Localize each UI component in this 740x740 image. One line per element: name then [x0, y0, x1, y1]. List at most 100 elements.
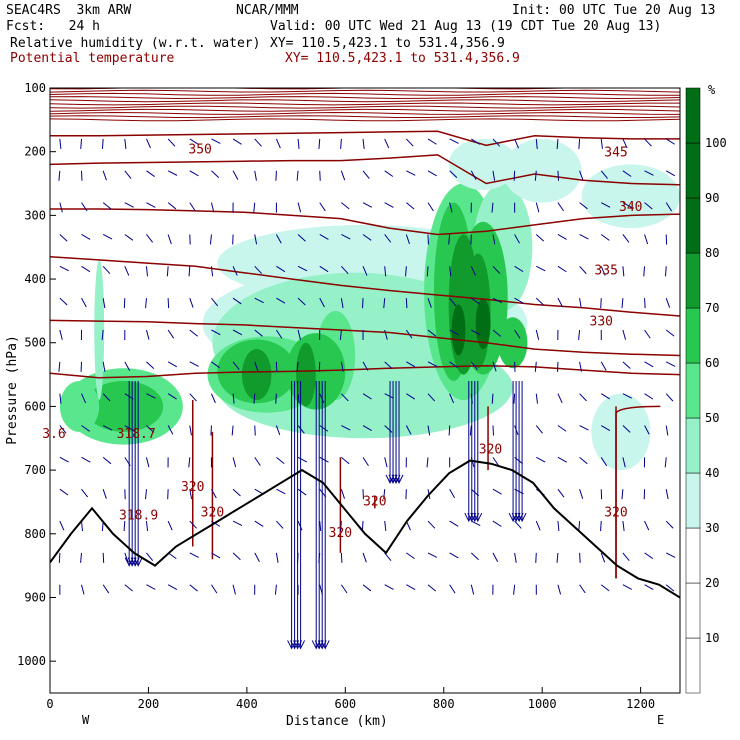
humidity-blob: [84, 380, 164, 432]
wind-arrow: [405, 425, 412, 435]
wind-arrow: [644, 234, 649, 245]
wind-arrow: [101, 138, 104, 149]
colorbar-segment: [685, 527, 701, 584]
wind-arrow: [600, 298, 602, 309]
wind-arrow: [340, 521, 342, 532]
wind-arrow: [427, 329, 437, 337]
wind-arrow: [644, 329, 651, 339]
wind-arrow: [362, 234, 372, 241]
wind-arrow: [492, 488, 502, 495]
wind-arrow: [536, 265, 546, 272]
wind-arrow: [644, 425, 650, 435]
wind-arrow: [514, 234, 520, 244]
wind-arrow: [427, 202, 434, 212]
y-axis-title: Pressure (hPa): [5, 335, 20, 445]
wind-arrow: [362, 552, 367, 563]
wind-arrow: [232, 266, 238, 276]
wind-arrow: [665, 361, 676, 367]
wind-arrow: [449, 361, 459, 369]
theta-label: 320: [604, 506, 627, 521]
wind-arrow: [492, 457, 500, 466]
wind-arrow: [81, 202, 88, 212]
y-tick-label: 500: [24, 336, 46, 350]
theta-line: [50, 92, 680, 96]
wind-arrow: [341, 425, 351, 431]
wind-arrowhead: [473, 512, 483, 523]
wind-arrow: [556, 552, 559, 563]
wind-arrow: [426, 266, 429, 277]
colorbar-segment: [685, 362, 701, 419]
wind-arrow: [514, 520, 522, 529]
wind-arrow: [232, 170, 239, 180]
wind-arrow: [384, 138, 390, 149]
wind-arrow: [275, 329, 283, 339]
wind-arrow: [232, 361, 240, 371]
wind-arrow: [318, 138, 321, 149]
wind-arrow: [81, 265, 91, 273]
wind-arrow: [644, 393, 654, 400]
wind-arrow: [189, 425, 192, 436]
wind-arrow: [102, 234, 113, 240]
wind-arrow: [491, 202, 494, 213]
east-label: E: [657, 713, 664, 727]
wind-arrow: [81, 234, 91, 240]
wind-arrow: [297, 202, 302, 213]
wind-arrow: [102, 170, 107, 181]
wind-arrow: [471, 297, 480, 305]
wind-arrow: [557, 265, 567, 273]
theta-label: 350: [188, 143, 211, 158]
wind-arrow: [146, 393, 156, 399]
wind-arrow: [59, 234, 68, 242]
wind-arrow: [211, 297, 219, 307]
wind-arrow: [319, 297, 325, 308]
wind-arrow: [644, 361, 654, 368]
wind-arrow: [59, 456, 69, 463]
wind-arrow: [579, 170, 584, 181]
colorbar-label: 70: [705, 301, 719, 315]
wind-arrow: [383, 298, 386, 309]
wind-arrow: [383, 489, 386, 500]
wind-arrow: [319, 202, 326, 212]
wind-arrow: [600, 138, 603, 149]
wind-arrow: [665, 266, 667, 277]
wind-arrow: [665, 584, 675, 592]
wind-arrow: [297, 488, 307, 496]
x-tick-label: 800: [433, 697, 455, 711]
theta-label: 320: [201, 506, 224, 521]
wind-arrow: [449, 552, 459, 559]
wind-arrow: [319, 521, 322, 532]
wind-arrow: [211, 552, 221, 559]
wind-arrow: [492, 520, 502, 527]
wind-arrow: [81, 488, 89, 498]
colorbar-label: 80: [705, 246, 719, 260]
wind-arrow: [384, 266, 387, 277]
wind-arrow: [557, 425, 567, 432]
theta-label: 345: [604, 146, 627, 161]
wind-arrow: [211, 138, 221, 144]
wind-arrow: [579, 234, 589, 240]
wind-arrow: [535, 234, 545, 242]
wind-arrow: [622, 234, 630, 243]
wind-arrow: [449, 266, 452, 277]
wind-arrow: [146, 170, 155, 177]
wind-arrow: [362, 202, 373, 208]
wind-arrow: [427, 170, 437, 177]
wind-arrow: [81, 521, 84, 532]
theta-line: [50, 115, 680, 119]
wind-arrow: [232, 488, 241, 497]
wind-arrow: [297, 297, 306, 306]
wind-arrow: [427, 393, 436, 402]
wind-arrow: [622, 393, 633, 399]
wind-arrow: [557, 584, 562, 595]
wind-arrow: [102, 298, 106, 309]
wind-arrow: [189, 297, 194, 308]
wind-arrow: [362, 170, 370, 179]
y-tick-label: 700: [24, 463, 46, 477]
wind-arrow: [622, 425, 631, 433]
x-tick-label: 600: [334, 697, 356, 711]
wind-arrow: [427, 552, 438, 558]
wind-arrow: [448, 425, 451, 436]
wind-arrow: [471, 329, 481, 336]
wind-arrow: [232, 393, 235, 404]
wind-arrow: [340, 138, 342, 149]
